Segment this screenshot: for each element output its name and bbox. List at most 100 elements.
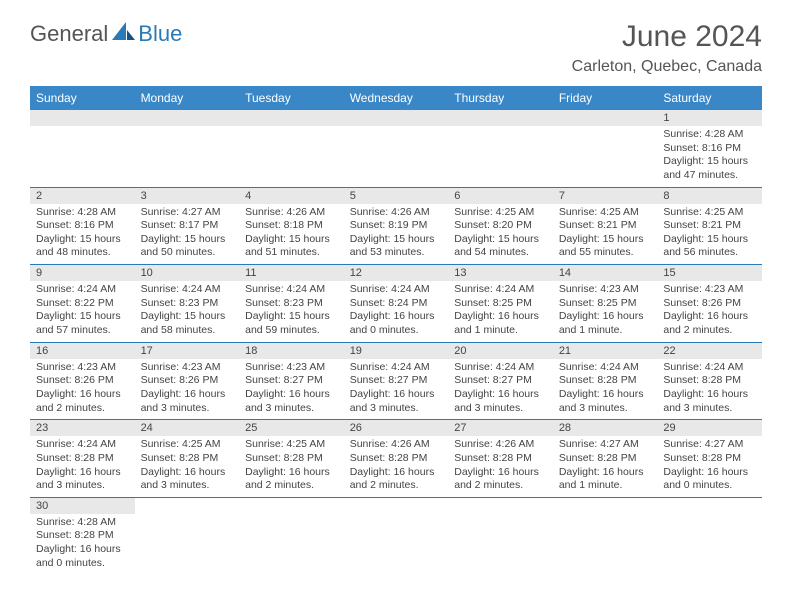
day-detail-line: and 54 minutes. xyxy=(454,246,547,260)
logo-text-general: General xyxy=(30,21,108,47)
day-header: Sunday xyxy=(30,86,135,110)
calendar-cell: 4Sunrise: 4:26 AMSunset: 8:18 PMDaylight… xyxy=(239,187,344,265)
day-header: Saturday xyxy=(657,86,762,110)
day-detail: Sunrise: 4:24 AMSunset: 8:27 PMDaylight:… xyxy=(448,359,553,420)
day-detail-line: Daylight: 16 hours xyxy=(350,388,443,402)
day-detail: Sunrise: 4:24 AMSunset: 8:28 PMDaylight:… xyxy=(30,436,135,497)
day-detail-line: Daylight: 16 hours xyxy=(36,466,129,480)
day-detail-line: Daylight: 16 hours xyxy=(454,310,547,324)
day-detail-line: Sunrise: 4:27 AM xyxy=(663,438,756,452)
day-detail-line: Daylight: 16 hours xyxy=(454,388,547,402)
day-detail-line: and 1 minute. xyxy=(454,324,547,338)
calendar-week-row: 23Sunrise: 4:24 AMSunset: 8:28 PMDayligh… xyxy=(30,420,762,498)
day-detail-line: Daylight: 15 hours xyxy=(141,310,234,324)
calendar-cell: 28Sunrise: 4:27 AMSunset: 8:28 PMDayligh… xyxy=(553,420,658,498)
day-detail-line: and 51 minutes. xyxy=(245,246,338,260)
day-detail-line: and 57 minutes. xyxy=(36,324,129,338)
calendar-cell xyxy=(657,497,762,574)
day-detail: Sunrise: 4:24 AMSunset: 8:28 PMDaylight:… xyxy=(657,359,762,420)
day-number: 17 xyxy=(135,343,240,359)
calendar-cell xyxy=(553,497,658,574)
day-detail: Sunrise: 4:23 AMSunset: 8:25 PMDaylight:… xyxy=(553,281,658,342)
day-detail: Sunrise: 4:28 AMSunset: 8:16 PMDaylight:… xyxy=(657,126,762,187)
calendar-week-row: 2Sunrise: 4:28 AMSunset: 8:16 PMDaylight… xyxy=(30,187,762,265)
calendar-table: Sunday Monday Tuesday Wednesday Thursday… xyxy=(30,86,762,574)
day-number: 15 xyxy=(657,265,762,281)
day-header-row: Sunday Monday Tuesday Wednesday Thursday… xyxy=(30,86,762,110)
day-detail-line: Sunrise: 4:27 AM xyxy=(559,438,652,452)
day-detail: Sunrise: 4:24 AMSunset: 8:22 PMDaylight:… xyxy=(30,281,135,342)
day-number-empty xyxy=(448,110,553,126)
location: Carleton, Quebec, Canada xyxy=(572,58,762,76)
day-number: 6 xyxy=(448,188,553,204)
day-detail-line: Daylight: 16 hours xyxy=(663,388,756,402)
day-detail: Sunrise: 4:24 AMSunset: 8:27 PMDaylight:… xyxy=(344,359,449,420)
day-detail-line: Sunset: 8:21 PM xyxy=(663,219,756,233)
day-detail: Sunrise: 4:24 AMSunset: 8:28 PMDaylight:… xyxy=(553,359,658,420)
day-detail-line: Sunrise: 4:25 AM xyxy=(141,438,234,452)
day-detail-line: Sunset: 8:25 PM xyxy=(454,297,547,311)
day-detail-line: Sunset: 8:25 PM xyxy=(559,297,652,311)
day-detail: Sunrise: 4:28 AMSunset: 8:16 PMDaylight:… xyxy=(30,204,135,265)
day-detail-line: Daylight: 15 hours xyxy=(454,233,547,247)
calendar-cell xyxy=(135,497,240,574)
day-detail-line: Sunset: 8:28 PM xyxy=(141,452,234,466)
day-detail-line: and 3 minutes. xyxy=(663,402,756,416)
day-detail: Sunrise: 4:23 AMSunset: 8:27 PMDaylight:… xyxy=(239,359,344,420)
day-detail-line: Sunset: 8:28 PM xyxy=(559,452,652,466)
calendar-cell: 26Sunrise: 4:26 AMSunset: 8:28 PMDayligh… xyxy=(344,420,449,498)
day-detail-line: Sunrise: 4:26 AM xyxy=(454,438,547,452)
day-number: 24 xyxy=(135,420,240,436)
day-detail: Sunrise: 4:28 AMSunset: 8:28 PMDaylight:… xyxy=(30,514,135,575)
calendar-cell xyxy=(135,110,240,187)
day-detail-line: Sunset: 8:28 PM xyxy=(36,452,129,466)
day-detail-line: Sunset: 8:28 PM xyxy=(350,452,443,466)
calendar-cell: 5Sunrise: 4:26 AMSunset: 8:19 PMDaylight… xyxy=(344,187,449,265)
day-detail-line: Sunrise: 4:24 AM xyxy=(245,283,338,297)
day-detail-line: Daylight: 16 hours xyxy=(559,310,652,324)
day-number: 27 xyxy=(448,420,553,436)
calendar-cell: 18Sunrise: 4:23 AMSunset: 8:27 PMDayligh… xyxy=(239,342,344,420)
day-detail-line: Daylight: 15 hours xyxy=(245,233,338,247)
day-detail-line: Sunrise: 4:23 AM xyxy=(245,361,338,375)
day-detail-line: Daylight: 15 hours xyxy=(36,233,129,247)
day-detail-line: Sunrise: 4:24 AM xyxy=(350,283,443,297)
day-number: 11 xyxy=(239,265,344,281)
day-detail-line: Sunset: 8:28 PM xyxy=(663,452,756,466)
day-detail-line: and 3 minutes. xyxy=(141,479,234,493)
day-detail-line: Sunrise: 4:26 AM xyxy=(245,206,338,220)
day-number: 8 xyxy=(657,188,762,204)
calendar-cell xyxy=(448,110,553,187)
calendar-cell: 19Sunrise: 4:24 AMSunset: 8:27 PMDayligh… xyxy=(344,342,449,420)
day-detail-line: Daylight: 16 hours xyxy=(36,543,129,557)
day-detail-line: Sunrise: 4:25 AM xyxy=(245,438,338,452)
calendar-cell: 1Sunrise: 4:28 AMSunset: 8:16 PMDaylight… xyxy=(657,110,762,187)
day-number: 10 xyxy=(135,265,240,281)
calendar-cell: 22Sunrise: 4:24 AMSunset: 8:28 PMDayligh… xyxy=(657,342,762,420)
day-number: 25 xyxy=(239,420,344,436)
day-detail: Sunrise: 4:25 AMSunset: 8:28 PMDaylight:… xyxy=(135,436,240,497)
calendar-cell: 9Sunrise: 4:24 AMSunset: 8:22 PMDaylight… xyxy=(30,265,135,343)
calendar-cell xyxy=(448,497,553,574)
day-detail-line: Sunset: 8:22 PM xyxy=(36,297,129,311)
calendar-cell: 6Sunrise: 4:25 AMSunset: 8:20 PMDaylight… xyxy=(448,187,553,265)
day-detail-line: Sunset: 8:16 PM xyxy=(663,142,756,156)
day-detail-line: Sunrise: 4:28 AM xyxy=(36,516,129,530)
calendar-cell: 21Sunrise: 4:24 AMSunset: 8:28 PMDayligh… xyxy=(553,342,658,420)
day-detail-line: Sunset: 8:28 PM xyxy=(245,452,338,466)
day-detail-line: Sunset: 8:28 PM xyxy=(36,529,129,543)
day-number-empty xyxy=(239,110,344,126)
day-detail-line: and 59 minutes. xyxy=(245,324,338,338)
calendar-cell xyxy=(239,110,344,187)
calendar-cell: 15Sunrise: 4:23 AMSunset: 8:26 PMDayligh… xyxy=(657,265,762,343)
day-detail-line: Sunrise: 4:25 AM xyxy=(454,206,547,220)
day-detail-line: Sunset: 8:27 PM xyxy=(454,374,547,388)
day-detail-line: Sunrise: 4:26 AM xyxy=(350,206,443,220)
day-number: 13 xyxy=(448,265,553,281)
day-detail-line: Daylight: 16 hours xyxy=(36,388,129,402)
day-number: 7 xyxy=(553,188,658,204)
day-detail-line: and 2 minutes. xyxy=(350,479,443,493)
day-detail: Sunrise: 4:26 AMSunset: 8:28 PMDaylight:… xyxy=(448,436,553,497)
day-number: 20 xyxy=(448,343,553,359)
day-number: 29 xyxy=(657,420,762,436)
